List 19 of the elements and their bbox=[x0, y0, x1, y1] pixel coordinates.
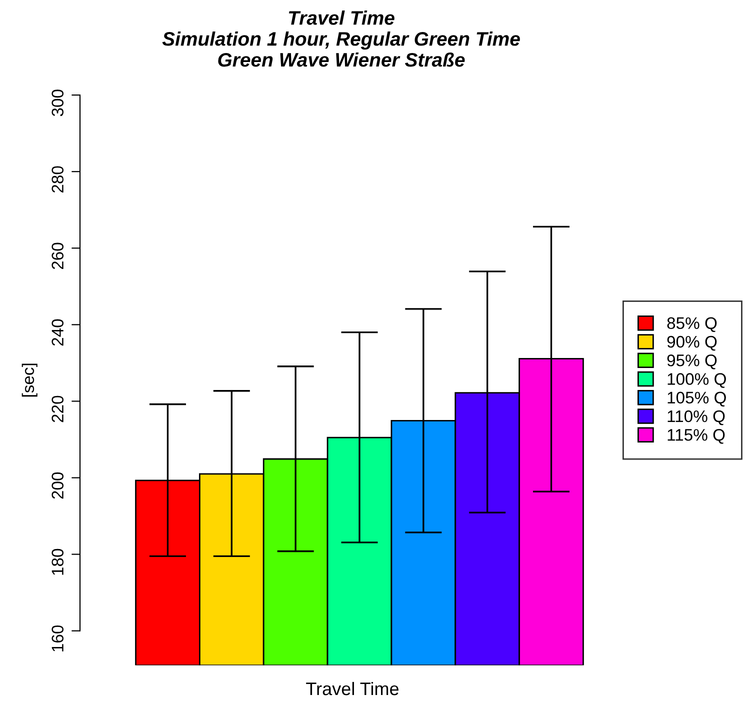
y-tick-label: 240 bbox=[52, 319, 64, 346]
chart-title: Travel Time bbox=[288, 10, 394, 25]
legend-label: 110% Q bbox=[668, 410, 725, 426]
legend-label: 85% Q bbox=[667, 317, 717, 332]
y-tick-label: 260 bbox=[52, 242, 64, 270]
y-tick-label: 200 bbox=[52, 472, 64, 499]
legend-label: 100% Q bbox=[668, 373, 726, 388]
y-tick-label: 180 bbox=[52, 548, 64, 575]
y-tick-label: 300 bbox=[52, 90, 64, 116]
legend-label: 90% Q bbox=[667, 336, 717, 351]
legend-label: 105% Q bbox=[668, 392, 726, 407]
y-tick-label: 160 bbox=[52, 625, 64, 652]
x-axis-title: Travel Time bbox=[306, 682, 399, 696]
legend-label: 95% Q bbox=[667, 354, 717, 370]
y-tick-label: 220 bbox=[52, 396, 64, 422]
y-tick-label: 280 bbox=[52, 166, 64, 193]
y-axis-title: [sec] bbox=[22, 364, 38, 397]
chart-subtitle: Simulation 1 hour, Regular Green Time Green Wave Wiener Straße bbox=[162, 32, 520, 67]
legend-label: 115% Q bbox=[668, 429, 725, 444]
